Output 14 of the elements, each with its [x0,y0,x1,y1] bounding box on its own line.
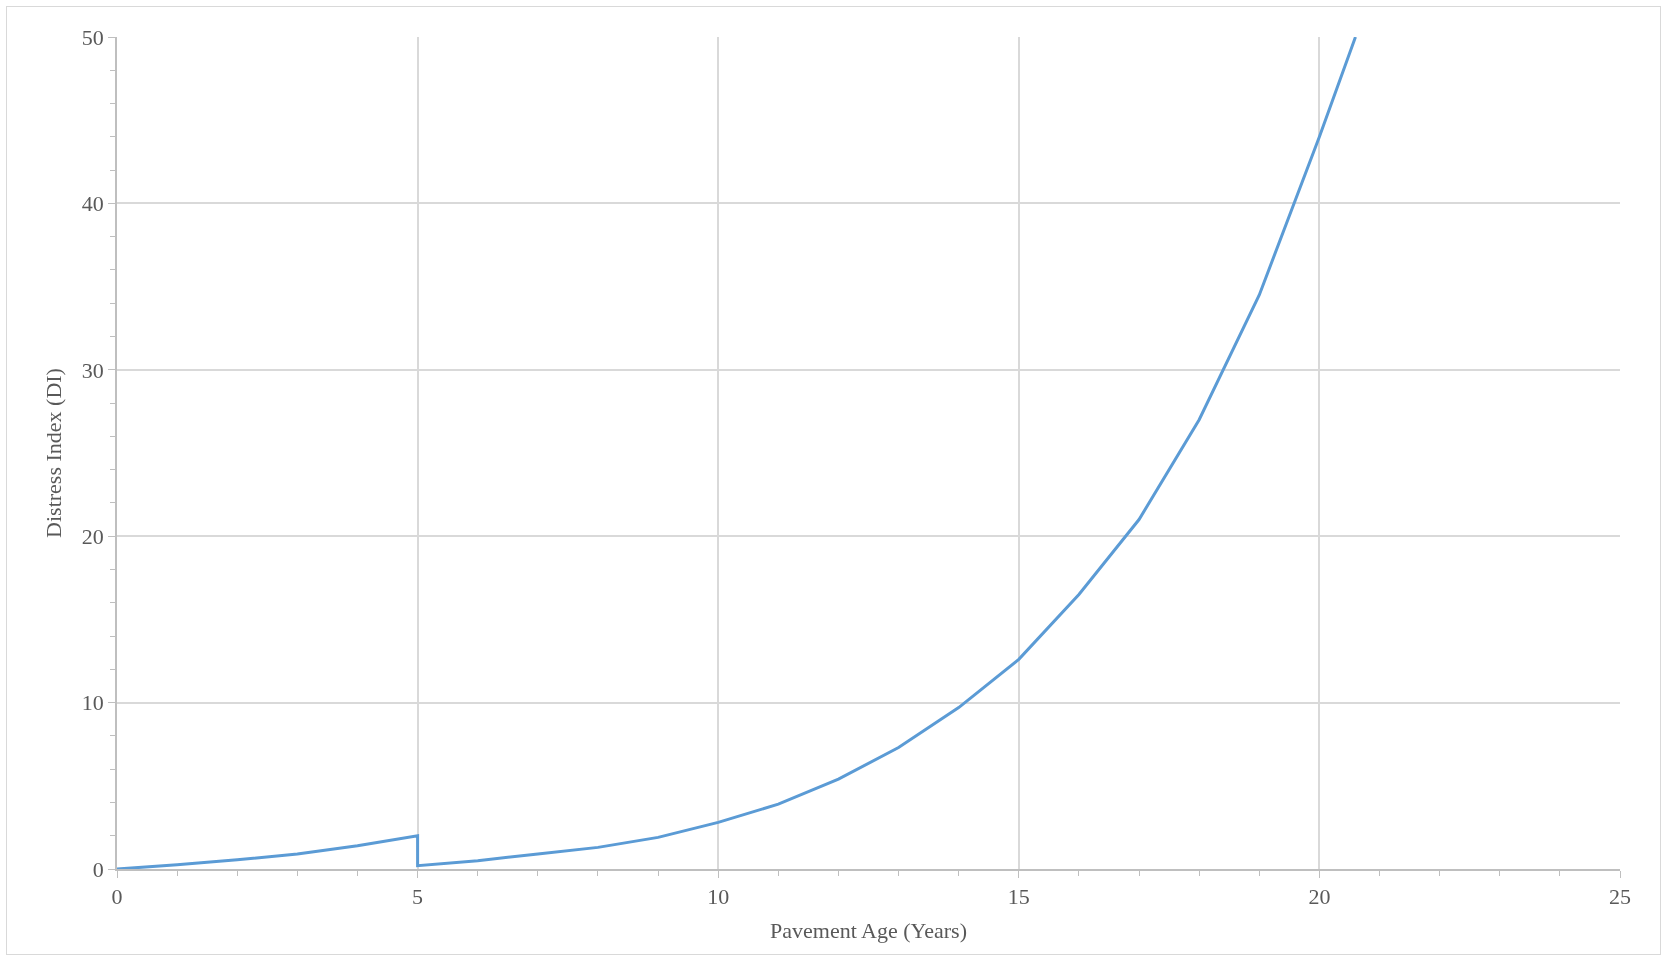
y-tick-label: 0 [92,856,104,882]
y-tick-label: 10 [81,690,104,716]
y-tick-label: 40 [81,191,104,217]
y-axis-title: Distress Index (DI) [41,368,67,538]
x-tick-label: 15 [1007,884,1030,910]
x-axis-title: Pavement Age (Years) [770,917,967,943]
y-tick-label: 20 [81,523,104,549]
x-tick-label: 0 [111,884,123,910]
x-tick-label: 10 [707,884,730,910]
x-tick-label: 20 [1308,884,1331,910]
y-tick-label: 50 [81,24,104,50]
x-tick-label: 5 [412,884,424,910]
y-tick-label: 30 [81,357,104,383]
x-tick-label: 25 [1609,884,1631,910]
